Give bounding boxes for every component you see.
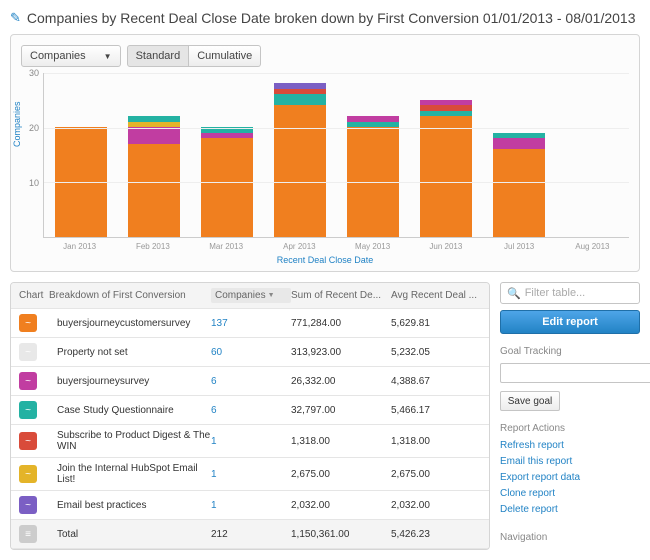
save-goal-button[interactable]: Save goal (500, 391, 560, 411)
navigation-heading: Navigation (500, 532, 640, 543)
bar-column (556, 73, 629, 237)
sort-desc-icon: ▼ (268, 292, 275, 299)
series-swatch: ~ (19, 496, 37, 514)
bar-column (117, 73, 190, 237)
row-name: Subscribe to Product Digest & The WIN (49, 430, 211, 452)
data-table: Chart Breakdown of First Conversion Comp… (10, 282, 490, 550)
edit-title-icon[interactable]: ✎ (10, 10, 21, 26)
series-swatch: ~ (19, 432, 37, 450)
bar-column (190, 73, 263, 237)
series-swatch: ~ (19, 465, 37, 483)
row-avg: 2,675.00 (391, 469, 481, 480)
mode-toggle: Standard Cumulative (127, 45, 262, 67)
bar-column (44, 73, 117, 237)
table-row: ~Subscribe to Product Digest & The WIN11… (11, 425, 489, 458)
row-sum: 1,318.00 (291, 436, 391, 447)
table-row: ~Email best practices12,032.002,032.00 (11, 491, 489, 520)
table-row: ~ Property not set60313,923.005,232.05 (11, 338, 489, 367)
row-companies[interactable]: 1 (211, 469, 291, 480)
table-header: Chart Breakdown of First Conversion Comp… (11, 283, 489, 309)
row-sum: 2,675.00 (291, 469, 391, 480)
goal-tracking-heading: Goal Tracking (500, 346, 640, 357)
bar-column (410, 73, 483, 237)
table-row: ~ Case Study Questionnaire632,797.005,466… (11, 396, 489, 425)
standard-button[interactable]: Standard (127, 45, 190, 67)
row-avg: 5,629.81 (391, 318, 481, 329)
report-action-link[interactable]: Clone report (500, 488, 640, 499)
bar-segment[interactable] (274, 105, 326, 237)
y-axis-label: Companies (12, 101, 22, 147)
row-companies[interactable]: 6 (211, 376, 291, 387)
row-name: Email best practices (49, 500, 211, 511)
row-name: buyersjourneysurvey (49, 376, 211, 387)
bar-segment[interactable] (420, 116, 472, 237)
row-avg: 1,318.00 (391, 436, 481, 447)
bar-segment[interactable] (493, 138, 545, 149)
series-swatch: ~ (19, 343, 37, 361)
bar-column (263, 73, 336, 237)
report-action-link[interactable]: Refresh report (500, 440, 640, 451)
row-companies[interactable]: 60 (211, 347, 291, 358)
chevron-down-icon: ▼ (104, 52, 112, 61)
page-title: Companies by Recent Deal Close Date brok… (27, 10, 636, 26)
row-companies[interactable]: 137 (211, 318, 291, 329)
edit-report-button[interactable]: Edit report (500, 310, 640, 334)
table-row: ~Join the Internal HubSpot Email List!12… (11, 458, 489, 491)
search-icon: 🔍 (507, 287, 521, 300)
goal-value-input[interactable] (500, 363, 650, 383)
bar-segment[interactable] (274, 94, 326, 105)
bar-segment[interactable] (493, 149, 545, 237)
row-sum: 32,797.00 (291, 405, 391, 416)
bar-segment[interactable] (128, 127, 180, 144)
series-swatch: ~ (19, 372, 37, 390)
table-row: ~ buyersjourneysurvey626,332.004,388.67 (11, 367, 489, 396)
row-sum: 2,032.00 (291, 500, 391, 511)
row-name: Join the Internal HubSpot Email List! (49, 463, 211, 485)
total-swatch: ≡ (19, 525, 37, 543)
row-avg: 4,388.67 (391, 376, 481, 387)
row-sum: 771,284.00 (291, 318, 391, 329)
row-sum: 313,923.00 (291, 347, 391, 358)
sort-companies[interactable]: Companies▼ (211, 288, 291, 303)
row-avg: 5,232.05 (391, 347, 481, 358)
filter-input[interactable]: 🔍 Filter table... (500, 282, 640, 304)
row-companies[interactable]: 1 (211, 500, 291, 511)
row-name: Case Study Questionnaire (49, 405, 211, 416)
row-companies[interactable]: 6 (211, 405, 291, 416)
row-avg: 5,466.17 (391, 405, 481, 416)
report-action-link[interactable]: Export report data (500, 472, 640, 483)
row-sum: 26,332.00 (291, 376, 391, 387)
x-axis-label: Recent Deal Close Date (21, 251, 629, 267)
metric-dropdown[interactable]: Companies▼ (21, 45, 121, 67)
cumulative-button[interactable]: Cumulative (189, 45, 261, 67)
report-action-link[interactable]: Email this report (500, 456, 640, 467)
row-name: Property not set (49, 347, 211, 358)
report-actions-heading: Report Actions (500, 423, 640, 434)
bar-segment[interactable] (128, 144, 180, 238)
row-name: buyersjourneycustomersurvey (49, 318, 211, 329)
bar-column (483, 73, 556, 237)
table-total-row: ≡ Total 212 1,150,361.00 5,426.23 (11, 520, 489, 549)
series-swatch: ~ (19, 314, 37, 332)
chart-panel: Companies▼ Standard Cumulative Companies… (10, 34, 640, 272)
bar-segment[interactable] (201, 138, 253, 237)
row-companies[interactable]: 1 (211, 436, 291, 447)
bar-column (337, 73, 410, 237)
table-row: ~ buyersjourneycustomersurvey137771,284.0… (11, 309, 489, 338)
series-swatch: ~ (19, 401, 37, 419)
row-avg: 2,032.00 (391, 500, 481, 511)
report-action-link[interactable]: Delete report (500, 504, 640, 515)
